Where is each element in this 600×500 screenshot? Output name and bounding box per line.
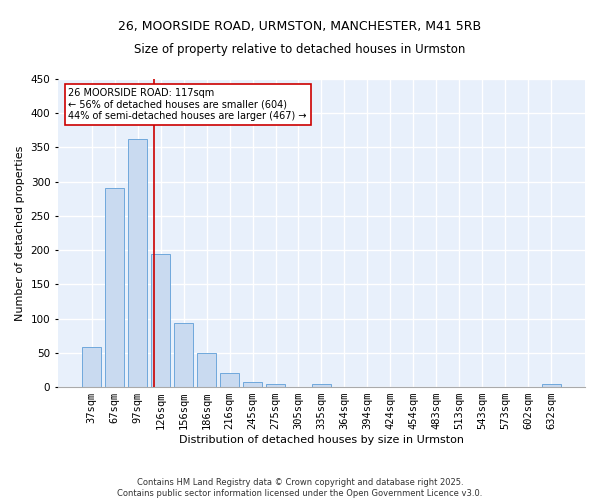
X-axis label: Distribution of detached houses by size in Urmston: Distribution of detached houses by size … — [179, 435, 464, 445]
Text: Size of property relative to detached houses in Urmston: Size of property relative to detached ho… — [134, 42, 466, 56]
Bar — [151, 254, 170, 387]
Bar — [197, 353, 217, 387]
Bar — [542, 384, 561, 387]
Bar — [105, 188, 124, 387]
Text: 26 MOORSIDE ROAD: 117sqm
← 56% of detached houses are smaller (604)
44% of semi-: 26 MOORSIDE ROAD: 117sqm ← 56% of detach… — [68, 88, 307, 122]
Text: Contains HM Land Registry data © Crown copyright and database right 2025.
Contai: Contains HM Land Registry data © Crown c… — [118, 478, 482, 498]
Bar — [82, 348, 101, 387]
Bar — [266, 384, 285, 387]
Bar — [243, 382, 262, 387]
Y-axis label: Number of detached properties: Number of detached properties — [15, 146, 25, 320]
Bar — [220, 374, 239, 387]
Bar — [128, 139, 148, 387]
Text: 26, MOORSIDE ROAD, URMSTON, MANCHESTER, M41 5RB: 26, MOORSIDE ROAD, URMSTON, MANCHESTER, … — [118, 20, 482, 33]
Bar — [174, 324, 193, 387]
Bar — [312, 384, 331, 387]
